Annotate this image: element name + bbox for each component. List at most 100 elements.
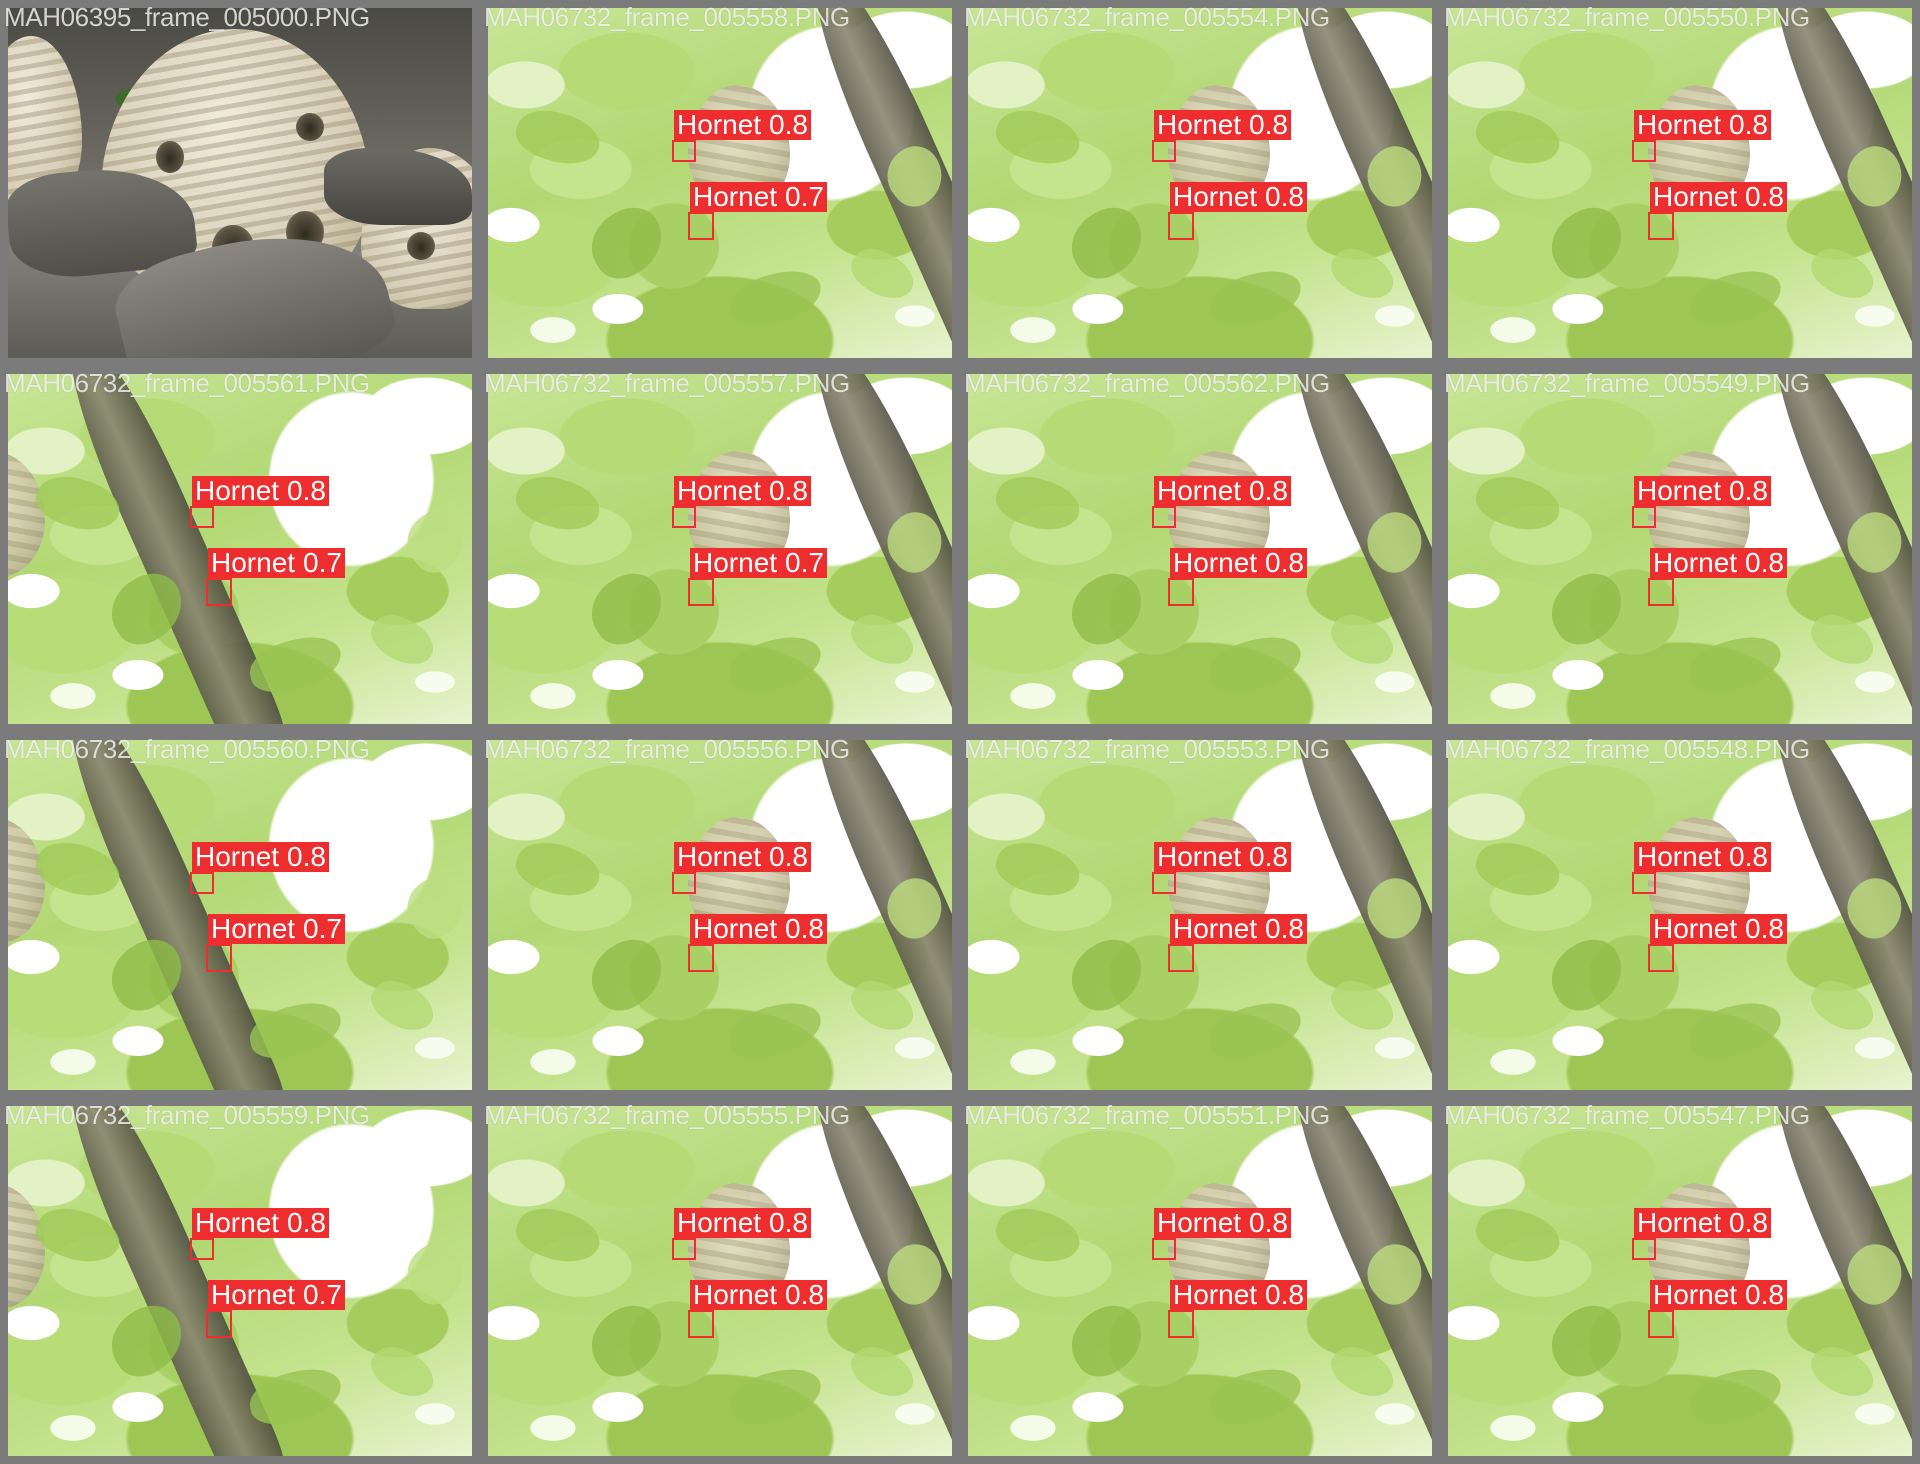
detection-label: Hornet 0.7 xyxy=(208,548,345,578)
image-tile: Hornet 0.8 Hornet 0.8 MAH06732_frame_005549.… xyxy=(1440,366,1920,732)
leaf xyxy=(1685,264,1787,333)
detection-box xyxy=(1152,1238,1176,1260)
detection-confidence: 0.8 xyxy=(1265,181,1304,212)
leaf xyxy=(1323,604,1402,676)
image-tile: Hornet 0.8 Hornet 0.8 MAH06732_frame_005555.… xyxy=(480,1098,960,1464)
filename-label: MAH06732_frame_005559.PNG xyxy=(4,1100,370,1130)
detection-class: Hornet xyxy=(1173,181,1258,212)
detection-confidence: 0.8 xyxy=(1249,109,1288,140)
detection-confidence: 0.8 xyxy=(1729,1207,1768,1238)
frame-image: Hornet 0.8 Hornet 0.8 xyxy=(488,1106,952,1456)
detection-box xyxy=(1152,140,1176,162)
detection-label: Hornet 0.8 xyxy=(1650,548,1787,578)
leaf xyxy=(579,1294,676,1387)
leaf xyxy=(1539,928,1636,1021)
detection-box xyxy=(190,872,214,894)
leaf xyxy=(579,196,676,289)
detection-confidence: 0.8 xyxy=(785,1279,824,1310)
detection-label: Hornet 0.8 xyxy=(192,476,329,506)
detection-confidence: 0.8 xyxy=(1265,1279,1304,1310)
detection-label: Hornet 0.8 xyxy=(1170,182,1307,212)
detection-box xyxy=(688,212,714,240)
frame-image: Hornet 0.8 Hornet 0.8 xyxy=(488,740,952,1090)
leaf xyxy=(1803,970,1882,1042)
leaf xyxy=(395,868,472,948)
detection-box xyxy=(1152,506,1176,528)
detection-label: Hornet 0.7 xyxy=(208,914,345,944)
image-tile: MAH06395_frame_005000.PNG xyxy=(0,0,480,366)
detection-box xyxy=(1168,1310,1194,1338)
leaf xyxy=(509,1198,606,1273)
frame-image: Hornet 0.8 Hornet 0.7 xyxy=(8,374,472,724)
detection-confidence: 0.8 xyxy=(769,841,808,872)
hornet-nest xyxy=(8,451,45,577)
comb-opening xyxy=(407,232,435,260)
detection-label: Hornet 0.8 xyxy=(1154,842,1291,872)
image-tile: Hornet 0.8 Hornet 0.7 MAH06732_frame_005560.… xyxy=(0,732,480,1098)
detection-class: Hornet xyxy=(693,913,778,944)
frame-image: Hornet 0.8 Hornet 0.8 xyxy=(1448,740,1912,1090)
detection-label: Hornet 0.7 xyxy=(690,548,827,578)
leaf xyxy=(1323,970,1402,1042)
detection-label: Hornet 0.8 xyxy=(1170,548,1307,578)
detection-class: Hornet xyxy=(195,841,280,872)
leaf xyxy=(1685,630,1787,699)
detection-label: Hornet 0.8 xyxy=(1650,1280,1787,1310)
detection-class: Hornet xyxy=(1637,475,1722,506)
detection-confidence: 0.8 xyxy=(1729,109,1768,140)
frame-image xyxy=(8,8,472,358)
leaf xyxy=(1685,996,1787,1065)
detection-box xyxy=(672,506,696,528)
detection-confidence: 0.8 xyxy=(287,475,326,506)
image-tile: Hornet 0.8 Hornet 0.8 MAH06732_frame_005562.… xyxy=(960,366,1440,732)
detection-label: Hornet 0.8 xyxy=(674,476,811,506)
image-tile: Hornet 0.8 Hornet 0.8 MAH06732_frame_005547.… xyxy=(1440,1098,1920,1464)
detection-box xyxy=(206,1310,232,1338)
leaf xyxy=(1323,1336,1402,1408)
leaf xyxy=(725,1362,827,1431)
detection-box xyxy=(190,506,214,528)
detection-class: Hornet xyxy=(677,841,762,872)
leaf xyxy=(1803,604,1882,676)
detection-class: Hornet xyxy=(693,1279,778,1310)
detection-label: Hornet 0.8 xyxy=(1650,182,1787,212)
frame-image: Hornet 0.8 Hornet 0.8 xyxy=(1448,1106,1912,1456)
image-tile: Hornet 0.8 Hornet 0.7 MAH06732_frame_005561.… xyxy=(0,366,480,732)
filename-label: MAH06732_frame_005560.PNG xyxy=(4,734,370,764)
filename-label: MAH06732_frame_005557.PNG xyxy=(484,368,850,398)
leaf xyxy=(1205,264,1307,333)
detection-box xyxy=(1168,944,1194,972)
detection-box xyxy=(1632,872,1656,894)
detection-class: Hornet xyxy=(1637,1207,1722,1238)
detection-confidence: 0.8 xyxy=(1249,1207,1288,1238)
detection-confidence: 0.7 xyxy=(785,547,824,578)
leaf xyxy=(363,970,442,1042)
detection-class: Hornet xyxy=(693,181,778,212)
leaf xyxy=(1539,1294,1636,1387)
filename-label: MAH06732_frame_005548.PNG xyxy=(1444,734,1810,764)
detection-class: Hornet xyxy=(1157,841,1242,872)
hornet-nest xyxy=(8,1183,45,1309)
detection-confidence: 0.8 xyxy=(1249,475,1288,506)
detection-class: Hornet xyxy=(1653,913,1738,944)
detection-confidence: 0.8 xyxy=(287,1207,326,1238)
detection-class: Hornet xyxy=(693,547,778,578)
detection-class: Hornet xyxy=(195,475,280,506)
detection-label: Hornet 0.8 xyxy=(1634,476,1771,506)
image-tile: Hornet 0.8 Hornet 0.8 MAH06732_frame_005548.… xyxy=(1440,732,1920,1098)
filename-label: MAH06732_frame_005553.PNG xyxy=(964,734,1330,764)
detection-label: Hornet 0.7 xyxy=(208,1280,345,1310)
leaf xyxy=(989,466,1086,541)
detection-confidence: 0.8 xyxy=(1745,547,1784,578)
leaf xyxy=(509,832,606,907)
leaf xyxy=(843,604,922,676)
detection-label: Hornet 0.8 xyxy=(1154,110,1291,140)
detection-confidence: 0.8 xyxy=(769,475,808,506)
detection-label: Hornet 0.8 xyxy=(1634,842,1771,872)
frame-image: Hornet 0.8 Hornet 0.8 xyxy=(1448,8,1912,358)
detection-box xyxy=(672,872,696,894)
image-tile: Hornet 0.8 Hornet 0.7 MAH06732_frame_005558.… xyxy=(480,0,960,366)
comb-opening xyxy=(156,141,185,173)
detection-label: Hornet 0.8 xyxy=(1650,914,1787,944)
leaf xyxy=(579,562,676,655)
